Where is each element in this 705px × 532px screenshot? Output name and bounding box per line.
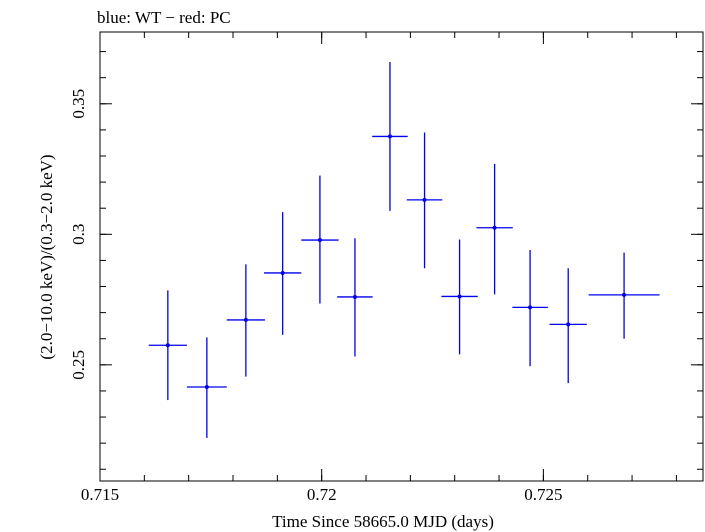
data-point xyxy=(186,337,227,438)
y-tick-label: 0.25 xyxy=(69,350,88,380)
data-point xyxy=(264,212,302,335)
data-marker xyxy=(317,238,322,243)
chart-title: blue: WT − red: PC xyxy=(97,8,231,27)
data-marker xyxy=(566,322,571,327)
data-marker xyxy=(280,270,285,275)
data-marker xyxy=(352,294,357,299)
minor-ticks xyxy=(99,32,703,481)
data-marker xyxy=(492,225,497,230)
data-marker xyxy=(165,343,170,348)
x-tick-label: 0.715 xyxy=(81,485,119,504)
y-axis-label: (2.0−10.0 keV)/(0.3−2.0 keV) xyxy=(37,154,56,359)
data-marker xyxy=(457,294,462,299)
data-point xyxy=(337,238,373,357)
data-point xyxy=(588,252,660,339)
y-tick-label: 0.3 xyxy=(69,224,88,245)
y-tick-label: 0.35 xyxy=(69,89,88,119)
x-tick-label: 0.72 xyxy=(307,485,337,504)
tick-labels: 0.715 0.72 0.725 0.25 0.3 0.35 xyxy=(69,89,563,504)
data-marker xyxy=(422,197,427,202)
data-point xyxy=(226,264,265,377)
x-tick-label: 0.725 xyxy=(524,485,562,504)
data-marker xyxy=(622,292,627,297)
data-point xyxy=(476,163,513,295)
data-marker xyxy=(243,317,248,322)
data-point xyxy=(301,175,339,304)
data-series xyxy=(148,62,660,438)
data-point xyxy=(148,290,187,401)
data-marker xyxy=(528,305,533,310)
data-marker xyxy=(204,385,209,390)
data-point xyxy=(372,62,408,211)
plot-frame xyxy=(99,31,704,482)
data-point xyxy=(512,249,548,367)
x-axis-label: Time Since 58665.0 MJD (days) xyxy=(272,512,494,531)
data-marker xyxy=(387,134,392,139)
major-ticks xyxy=(99,32,703,481)
data-point xyxy=(441,239,478,355)
data-point xyxy=(549,268,587,384)
data-point xyxy=(406,132,443,269)
